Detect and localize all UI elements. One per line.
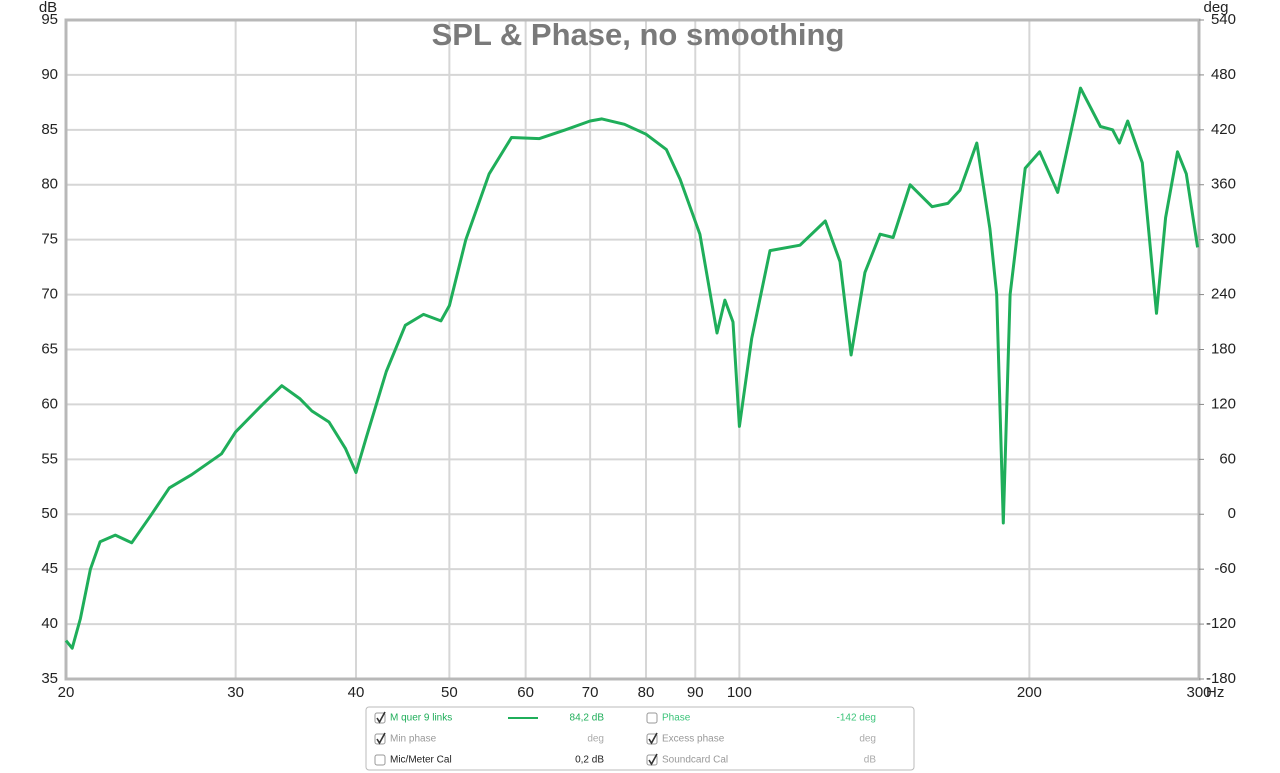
legend-label: Mic/Meter Cal — [390, 755, 452, 766]
checkmark — [648, 732, 658, 745]
y2-tick-label: -180 — [1206, 670, 1236, 687]
chart-title: SPL & Phase, no smoothing — [432, 17, 845, 52]
y2-tick-label: 540 — [1211, 11, 1236, 28]
y2-tick-label: 240 — [1211, 286, 1236, 303]
y2-tick-label: 60 — [1219, 450, 1236, 467]
x-tick-label: 90 — [687, 684, 704, 701]
y-tick-label: 80 — [41, 176, 58, 193]
x-tick-label: 50 — [441, 684, 458, 701]
x-tick-label: 200 — [1017, 684, 1042, 701]
x-tick-label: 30 — [227, 684, 244, 701]
checkmark — [376, 732, 386, 745]
legend-value: 84,2 dB — [570, 713, 605, 724]
y-tick-label: 70 — [41, 286, 58, 303]
legend-checkbox[interactable] — [646, 712, 658, 724]
legend-label: Min phase — [390, 734, 437, 745]
y-tick-label: 90 — [41, 66, 58, 83]
x-tick-label: 100 — [727, 684, 752, 701]
y-tick-label: 35 — [41, 670, 58, 687]
legend-value: 0,2 dB — [575, 755, 604, 766]
y2-tick-label: 420 — [1211, 121, 1236, 138]
y-tick-label: 60 — [41, 395, 58, 412]
y-tick-label: 75 — [41, 231, 58, 248]
y-tick-label: 50 — [41, 505, 58, 522]
checkmark — [648, 753, 658, 766]
spl-line — [64, 86, 1200, 650]
y2-tick-label: 180 — [1211, 340, 1236, 357]
legend-box — [365, 706, 915, 771]
legend-checkbox[interactable] — [374, 754, 386, 766]
y2-tick-label: 480 — [1211, 66, 1236, 83]
checkmark — [376, 711, 386, 724]
x-tick-label: 20 — [58, 684, 75, 701]
x-tick-label: 60 — [517, 684, 534, 701]
legend-value: -142 deg — [837, 713, 876, 724]
y2-tick-label: -120 — [1206, 615, 1236, 632]
y-unit: dB — [39, 0, 57, 16]
y2-tick-label: 360 — [1211, 176, 1236, 193]
legend-label: Soundcard Cal — [662, 755, 728, 766]
y-tick-label: 85 — [41, 121, 58, 138]
y-tick-label: 40 — [41, 615, 58, 632]
y-tick-label: 45 — [41, 560, 58, 577]
legend-value: deg — [587, 734, 604, 745]
legend-value: deg — [859, 734, 876, 745]
x-unit: Hz — [1206, 684, 1224, 701]
x-tick-label: 80 — [638, 684, 655, 701]
y2-tick-label: -60 — [1214, 560, 1236, 577]
legend-label: Excess phase — [662, 734, 725, 745]
x-tick-label: 40 — [348, 684, 365, 701]
legend-label: Phase — [662, 713, 691, 724]
y2-tick-label: 300 — [1211, 231, 1236, 248]
y2-tick-label: 120 — [1211, 395, 1236, 412]
y2-unit: deg — [1203, 0, 1228, 16]
x-tick-label: 70 — [582, 684, 599, 701]
x-tick-label: 300 — [1186, 684, 1211, 701]
y-tick-label: 65 — [41, 340, 58, 357]
y-tick-label: 95 — [41, 11, 58, 28]
legend-value: dB — [864, 755, 877, 766]
y2-tick-label: 0 — [1228, 505, 1236, 522]
y-tick-label: 55 — [41, 450, 58, 467]
legend-label: M quer 9 links — [390, 713, 452, 724]
